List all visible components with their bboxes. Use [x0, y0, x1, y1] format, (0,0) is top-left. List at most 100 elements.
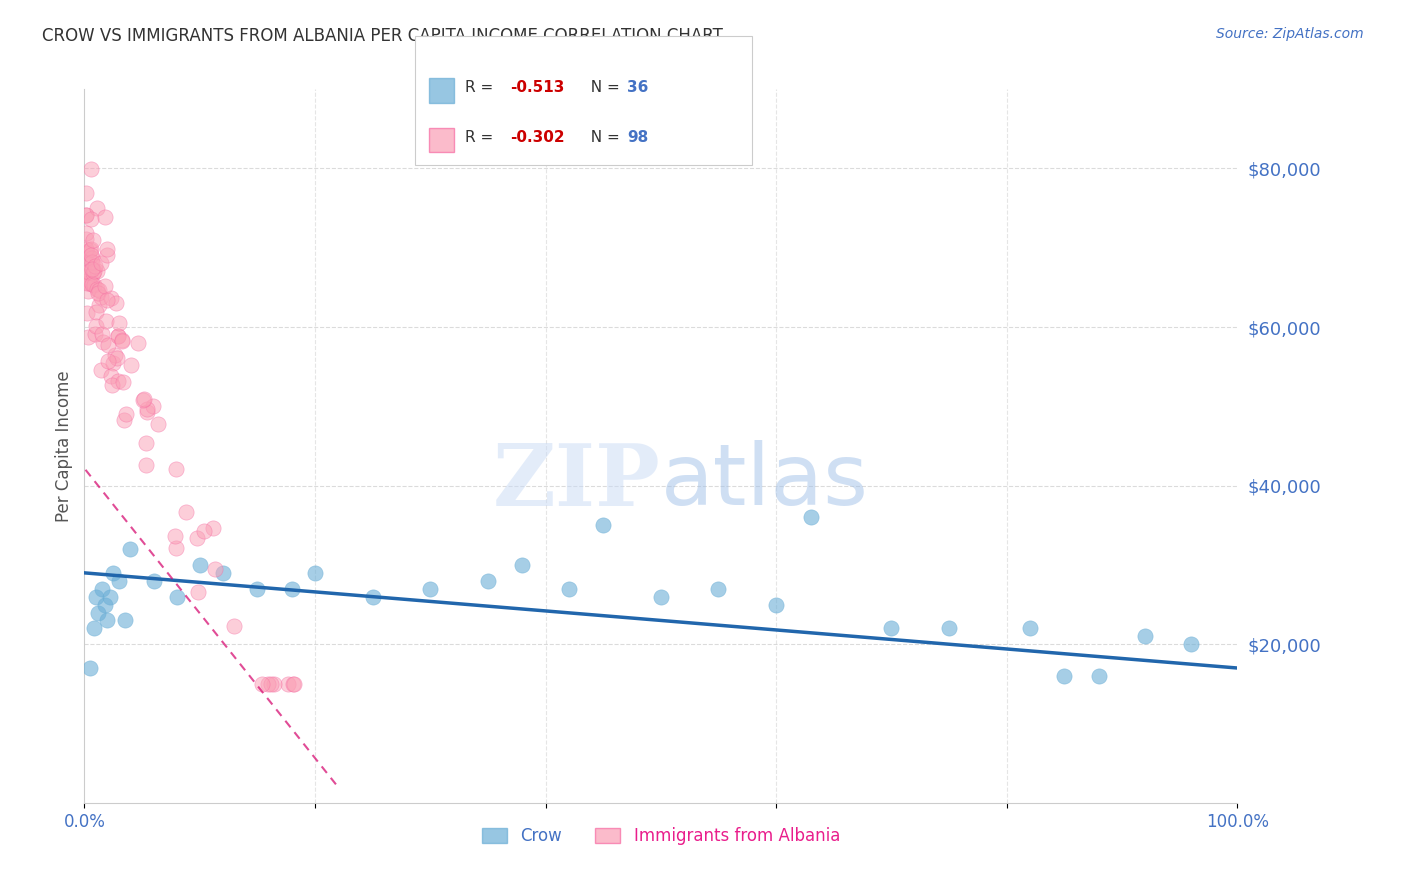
Point [107, 329, 129, 343]
Text: N =: N = [581, 80, 624, 95]
Point [90, 582, 112, 596]
Point [101, 378, 124, 392]
Point [880, 621, 903, 635]
Point [246, 582, 269, 596]
Point [281, 677, 304, 691]
Point [193, 524, 215, 538]
Point [90, 290, 112, 304]
Point [83, 264, 105, 278]
Point [98, 590, 121, 604]
Point [90, 363, 112, 377]
Point [96, 293, 118, 307]
Point [165, 541, 187, 556]
Text: R =: R = [465, 129, 499, 145]
Point [120, 359, 142, 373]
Point [76, 265, 98, 279]
Point [204, 562, 226, 576]
Point [105, 351, 128, 365]
Point [136, 401, 159, 416]
Point [103, 566, 124, 580]
Point [90, 255, 112, 269]
Point [166, 590, 188, 604]
Point [1088, 669, 1111, 683]
Point [135, 458, 157, 473]
Point [86, 282, 108, 296]
Point [250, 677, 273, 691]
Point [87, 285, 110, 300]
Point [107, 374, 129, 388]
Point [82, 234, 104, 248]
Point [800, 510, 823, 524]
Point [75, 243, 97, 257]
Point [84, 327, 107, 342]
Point [188, 558, 211, 572]
Text: -0.513: -0.513 [510, 80, 565, 95]
Point [512, 558, 534, 572]
Text: R =: R = [465, 80, 499, 95]
Point [112, 413, 135, 427]
Point [142, 399, 165, 413]
Point [84, 318, 107, 333]
Text: CROW VS IMMIGRANTS FROM ALBANIA PER CAPITA INCOME CORRELATION CHART: CROW VS IMMIGRANTS FROM ALBANIA PER CAPI… [42, 27, 723, 45]
Point [419, 582, 441, 596]
Point [89, 283, 111, 297]
Point [101, 356, 124, 370]
Point [104, 348, 127, 362]
Point [142, 574, 165, 588]
Point [110, 334, 132, 348]
Point [100, 291, 122, 305]
Point [79, 276, 101, 290]
Point [97, 338, 120, 352]
Point [91, 326, 114, 341]
Point [257, 677, 280, 691]
Point [94, 598, 117, 612]
Text: N =: N = [581, 129, 624, 145]
Point [592, 518, 614, 533]
Point [107, 329, 129, 343]
Point [260, 677, 283, 691]
Point [79, 268, 101, 282]
Point [650, 590, 672, 604]
Point [83, 277, 105, 292]
Point [135, 436, 157, 450]
Point [146, 417, 169, 431]
Point [77, 284, 100, 298]
Point [108, 316, 131, 330]
Point [80, 248, 103, 262]
Point [76, 276, 98, 290]
Point [83, 621, 105, 635]
Point [75, 186, 97, 200]
Point [75, 232, 97, 246]
Point [186, 531, 208, 545]
Point [132, 393, 155, 408]
Point [84, 590, 107, 604]
Point [75, 208, 97, 222]
Point [86, 264, 108, 278]
Text: -0.302: -0.302 [510, 129, 565, 145]
Point [1180, 637, 1202, 651]
Point [86, 201, 108, 215]
Point [211, 566, 233, 580]
Point [165, 529, 187, 543]
Text: Source: ZipAtlas.com: Source: ZipAtlas.com [1216, 27, 1364, 41]
Point [110, 333, 132, 347]
Point [938, 621, 960, 635]
Point [304, 566, 326, 580]
Point [76, 245, 98, 260]
Y-axis label: Per Capita Income: Per Capita Income [55, 370, 73, 522]
Point [76, 227, 98, 241]
Point [165, 462, 187, 476]
Point [79, 244, 101, 258]
Point [96, 247, 118, 261]
Point [79, 276, 101, 290]
Point [80, 162, 103, 177]
Point [557, 582, 579, 596]
Point [1018, 621, 1040, 635]
Point [79, 212, 101, 227]
Point [79, 661, 101, 675]
Point [75, 254, 97, 268]
Point [94, 211, 117, 225]
Point [77, 250, 100, 264]
Point [96, 243, 118, 257]
Legend: Crow, Immigrants from Albania: Crow, Immigrants from Albania [475, 821, 846, 852]
